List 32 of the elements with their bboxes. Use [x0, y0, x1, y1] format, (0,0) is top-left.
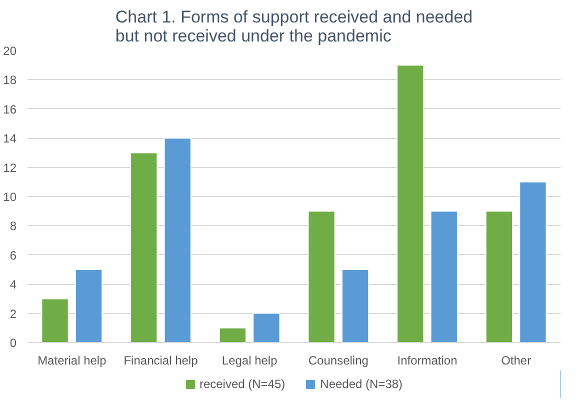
- bar: [396, 64, 424, 342]
- x-tick-label: Legal help: [222, 354, 278, 368]
- y-tick-label: 10: [3, 190, 17, 204]
- bar: [252, 312, 280, 342]
- y-tick-label: 0: [10, 336, 17, 350]
- bar: [308, 210, 336, 342]
- bar: [430, 210, 458, 342]
- chart-title: Chart 1. Forms of support received and needed but not received under the pandemic: [115, 8, 473, 46]
- y-tick-label: 18: [3, 73, 17, 88]
- bar: [41, 298, 69, 342]
- x-tick-label: Other: [501, 354, 532, 368]
- bar: [130, 152, 158, 342]
- y-tick-label: 6: [10, 248, 17, 262]
- y-tick-label: 8: [10, 219, 17, 234]
- legend-label: Needed (N=38): [320, 377, 403, 391]
- x-tick-label: Information: [397, 354, 458, 368]
- x-tick-label: Financial help: [124, 354, 198, 368]
- y-tick-label: 4: [10, 278, 17, 292]
- y-tick-label: 2: [10, 306, 17, 321]
- bar: [341, 269, 370, 342]
- bar: [218, 327, 247, 342]
- x-tick-label: Material help: [38, 354, 107, 368]
- bar: [519, 181, 547, 342]
- y-tick-label: 20: [3, 44, 17, 58]
- y-tick-label: 14: [3, 132, 17, 146]
- legend-label: received (N=45): [199, 377, 286, 391]
- y-tick-label: 12: [3, 160, 17, 175]
- bar: [164, 138, 192, 342]
- bar: [74, 269, 103, 342]
- bar: [485, 210, 514, 342]
- x-tick-label: Counseling: [308, 354, 368, 368]
- y-tick-label: 16: [3, 102, 17, 116]
